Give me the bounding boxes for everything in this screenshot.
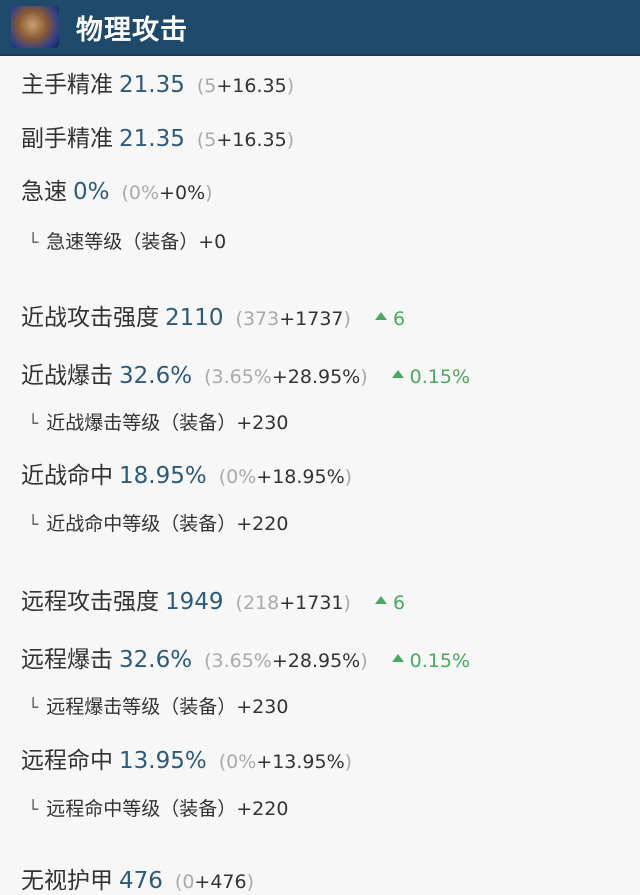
stat-base: 0%: [128, 182, 160, 204]
stat-bonus: +476: [194, 871, 247, 893]
stat-label: 远程命中: [21, 748, 113, 774]
stat-sub-row: └ 急速等级（装备）+0: [28, 227, 226, 254]
stat-increase: 6: [374, 308, 406, 330]
stat-value: 2110: [165, 305, 224, 331]
stat-sub-label: 远程命中等级（装备）+220: [46, 798, 289, 820]
stat-bonus: +28.95%: [271, 650, 361, 672]
stat-value: 0%: [73, 179, 110, 205]
stat-breakdown: (3.65%+28.95%): [204, 650, 368, 672]
stat-label: 近战爆击: [21, 363, 113, 389]
stat-value: 18.95%: [119, 463, 207, 489]
stat-value: 32.6%: [119, 647, 193, 673]
stat-bonus: +28.95%: [271, 366, 361, 388]
stat-sub-label: 急速等级（装备）+0: [46, 231, 227, 253]
stat-breakdown: (0%+13.95%): [218, 751, 353, 773]
stat-delta: 0.15%: [409, 366, 471, 388]
stat-breakdown: (3.65%+28.95%): [204, 366, 368, 388]
stat-row: 近战攻击强度 2110 (373+1737) 6: [21, 298, 405, 332]
stat-row: 远程攻击强度 1949 (218+1731) 6: [21, 582, 405, 616]
stat-bonus: +16.35: [216, 75, 287, 97]
up-triangle-icon: [374, 312, 387, 320]
stat-row: 远程爆击 32.6% (3.65%+28.95%) 0.15%: [21, 640, 470, 674]
stat-row: 主手精准 21.35 (5+16.35): [21, 65, 294, 99]
stat-label: 远程爆击: [21, 647, 113, 673]
stat-label: 远程攻击强度: [21, 589, 159, 615]
stat-base: 0%: [226, 466, 257, 488]
tree-branch-icon: └: [28, 800, 39, 820]
stat-sub-row: └ 近战爆击等级（装备）+230: [28, 408, 288, 435]
stat-increase: 0.15%: [391, 366, 471, 388]
stat-sub-label: 远程爆击等级（装备）+230: [46, 696, 289, 718]
stat-label: 无视护甲: [21, 868, 113, 894]
up-triangle-icon: [391, 370, 404, 378]
section-header: 物理攻击: [0, 0, 640, 56]
stat-bonus: +18.95%: [256, 466, 345, 488]
stat-value: 476: [119, 868, 163, 894]
stat-row: 远程命中 13.95% (0%+13.95%): [21, 741, 352, 775]
stat-label: 近战攻击强度: [21, 305, 159, 331]
stat-bonus: +1737: [279, 308, 344, 330]
stat-breakdown: (0+476): [174, 871, 255, 893]
stat-sub-row: └ 远程命中等级（装备）+220: [28, 794, 288, 821]
stat-delta: 6: [392, 592, 406, 614]
stat-label: 主手精准: [21, 72, 113, 98]
stat-sub-label: 近战命中等级（装备）+220: [46, 513, 289, 535]
tree-branch-icon: └: [28, 233, 39, 253]
stat-sub-row: └ 近战命中等级（装备）+220: [28, 509, 288, 536]
stat-increase: 6: [374, 592, 406, 614]
stat-base: 3.65%: [211, 650, 272, 672]
stat-breakdown: (5+16.35): [196, 129, 295, 151]
stat-label: 急速: [21, 179, 67, 205]
stat-base: 218: [242, 592, 280, 614]
tree-branch-icon: └: [28, 698, 39, 718]
stat-base: 5: [204, 129, 217, 151]
stat-value: 21.35: [119, 126, 185, 152]
stat-breakdown: (373+1737): [235, 308, 351, 330]
up-triangle-icon: [391, 654, 404, 662]
stat-sub-label: 近战爆击等级（装备）+230: [46, 412, 289, 434]
stat-base: 5: [204, 75, 217, 97]
stat-row: 近战爆击 32.6% (3.65%+28.95%) 0.15%: [21, 356, 470, 390]
stat-label: 副手精准: [21, 126, 113, 152]
stat-base: 373: [242, 308, 280, 330]
stat-label: 近战命中: [21, 463, 113, 489]
stat-bonus: +1731: [279, 592, 344, 614]
stat-base: 0%: [226, 751, 257, 773]
tree-branch-icon: └: [28, 414, 39, 434]
stat-row: 急速 0% (0%+0%): [21, 172, 213, 206]
fist-icon: [11, 6, 59, 48]
stat-row: 近战命中 18.95% (0%+18.95%): [21, 456, 352, 490]
stat-value: 13.95%: [119, 748, 207, 774]
stat-value: 32.6%: [119, 363, 193, 389]
stat-breakdown: (218+1731): [235, 592, 351, 614]
section-title: 物理攻击: [76, 14, 188, 46]
stat-delta: 0.15%: [409, 650, 471, 672]
stat-sub-row: └ 远程爆击等级（装备）+230: [28, 692, 288, 719]
stat-value: 1949: [165, 589, 224, 615]
stat-bonus: +0%: [159, 182, 206, 204]
stat-base: 3.65%: [211, 366, 272, 388]
stat-base: 0: [182, 871, 195, 893]
stat-breakdown: (0%+18.95%): [218, 466, 353, 488]
stat-bonus: +16.35: [216, 129, 287, 151]
stat-breakdown: (0%+0%): [121, 182, 213, 204]
stat-delta: 6: [392, 308, 406, 330]
stat-row: 副手精准 21.35 (5+16.35): [21, 119, 294, 153]
up-triangle-icon: [374, 596, 387, 604]
stat-increase: 0.15%: [391, 650, 471, 672]
tree-branch-icon: └: [28, 515, 39, 535]
stat-bonus: +13.95%: [256, 751, 345, 773]
stat-row: 无视护甲 476 (0+476): [21, 861, 254, 895]
stat-breakdown: (5+16.35): [196, 75, 295, 97]
stat-value: 21.35: [119, 72, 185, 98]
